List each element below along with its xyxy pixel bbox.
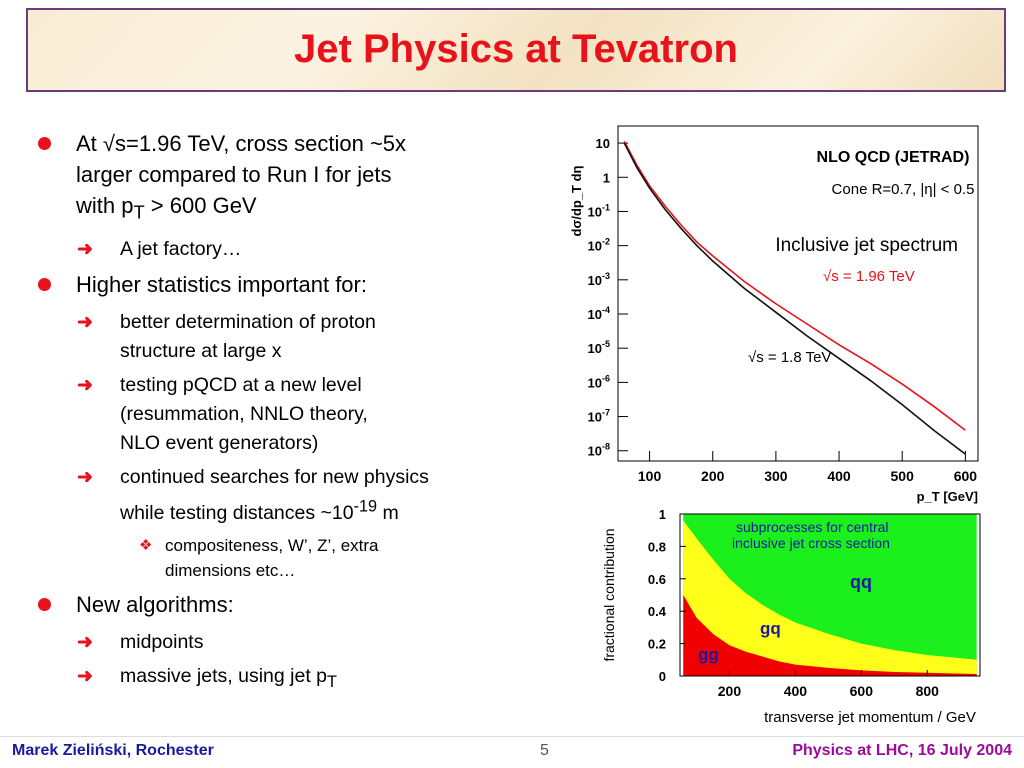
annotation-inclusive: Inclusive jet spectrum	[775, 235, 958, 256]
right-arrow-icon: ➜	[77, 375, 93, 397]
y-tick-label: 10-3	[588, 271, 610, 288]
plot-frame	[617, 125, 979, 462]
right-arrow-icon: ➜	[77, 631, 93, 653]
y-tick-label: 10-4	[588, 305, 610, 322]
bullet-text: massive jets, using jet pT	[120, 664, 337, 691]
bullet-text: At √s=1.96 TeV, cross section ~5x larger …	[76, 131, 407, 223]
y-tick-label: 0.2	[648, 637, 666, 652]
x-tick-label: 200	[718, 683, 742, 699]
y-tick-label: 1	[603, 170, 610, 185]
chart-title: NLO QCD (JETRAD)	[817, 149, 970, 166]
footer-event: Physics at LHC, 16 July 2004	[792, 742, 1012, 759]
y-tick-label: 10-7	[588, 408, 610, 425]
x-tick-label: 100	[638, 468, 662, 484]
red-dot-icon	[38, 278, 51, 292]
diamond-icon: ❖	[139, 536, 153, 554]
jet-spectrum-chart: 100 200 300 400 500 600 10 1 10-1 10-2 10-3 10-4 10-…	[569, 125, 979, 504]
x-axis-label: transverse jet momentum / GeV	[764, 709, 976, 726]
y-tick-label: 0.6	[648, 572, 666, 587]
area-gq	[683, 520, 977, 676]
bullet-item: ➜ massive jets, using jet pT	[77, 662, 548, 697]
bullet-item: ➜ continued searches for new physics while…	[77, 463, 548, 528]
x-tick-label: 600	[954, 468, 978, 484]
label-qq: qq	[850, 572, 872, 592]
x-tick-label: 500	[891, 468, 915, 484]
x-tick-label: 200	[701, 468, 725, 484]
bullet-item: ➜ A jet factory…	[77, 235, 548, 264]
series-label-196tev: √s = 1.96 TeV	[823, 268, 915, 285]
bullet-text: New algorithms:	[76, 591, 234, 617]
label-gq: gq	[760, 619, 781, 638]
y-tick-label: 0.4	[648, 604, 667, 619]
plot-frame	[679, 513, 981, 677]
footer-divider	[0, 736, 1024, 737]
series-line-18tev	[623, 142, 966, 455]
y-tick-label: 10-6	[588, 373, 610, 390]
y-tick-label: 10	[596, 136, 610, 151]
x-tick-label: 800	[916, 683, 940, 699]
footer-author: Marek Zieliński, Rochester	[12, 742, 214, 759]
chart-title-line2: inclusive jet cross section	[732, 535, 890, 551]
y-axis-label: dσ/dp_T dη	[569, 165, 584, 236]
red-dot-icon	[38, 597, 51, 611]
y-tick-label: 10-2	[588, 237, 610, 254]
red-dot-icon	[38, 137, 51, 150]
bullet-text: better determination of proton structure …	[120, 311, 376, 363]
chart-title: subprocesses for central	[736, 519, 889, 535]
area-gg	[683, 595, 977, 676]
slide-title: Jet Physics at Tevatron	[294, 27, 738, 71]
bullet-list: At √s=1.96 TeV, cross section ~5x larger …	[38, 128, 548, 702]
label-gg: gg	[698, 645, 719, 664]
right-arrow-icon: ➜	[77, 239, 93, 261]
x-tick-label: 300	[764, 468, 788, 484]
bullet-item: ➜ midpoints	[77, 628, 548, 657]
bullet-item: ➜ testing pQCD at a new level (resummation…	[77, 371, 548, 458]
bullet-text: midpoints	[120, 630, 204, 653]
y-tick-label: 10-8	[588, 442, 610, 459]
y-tick-label: 0.8	[648, 539, 666, 554]
y-tick-label: 0	[659, 669, 666, 684]
bullet-item: New algorithms:	[38, 589, 548, 620]
right-arrow-icon: ➜	[77, 312, 93, 334]
bullet-text: testing pQCD at a new level (resummation,…	[120, 374, 368, 455]
x-tick-label: 600	[850, 683, 874, 699]
series-line-196tev	[623, 141, 966, 431]
x-axis-label: p_T [GeV]	[917, 489, 978, 504]
right-arrow-icon: ➜	[77, 665, 93, 687]
bullet-item: ➜ better determination of proton structure…	[77, 308, 548, 366]
bullet-item: Higher statistics important for:	[38, 269, 548, 300]
y-axis-label: fractional contribution	[601, 528, 617, 661]
x-tick-label: 400	[784, 683, 808, 699]
bullet-text: A jet factory…	[120, 238, 242, 261]
subprocess-fraction-chart: 200 400 600 800 0 0.2 0.4 0.6 0.8 1 fractional con…	[601, 507, 981, 726]
chart-subtitle: Cone R=0.7, |η| < 0.5	[832, 181, 975, 198]
right-arrow-icon: ➜	[77, 467, 93, 489]
bullet-item: At √s=1.96 TeV, cross section ~5x larger …	[38, 128, 548, 227]
bullet-text: continued searches for new physics while …	[120, 466, 429, 524]
page-number: 5	[540, 742, 549, 759]
series-label-18tev: √s = 1.8 TeV	[748, 349, 831, 366]
bullet-item: ❖ compositeness, W’, Z’, extra dimensions …	[139, 533, 548, 583]
x-tick-label: 400	[827, 468, 851, 484]
bullet-text: Higher statistics important for:	[76, 272, 367, 298]
bullet-text: compositeness, W’, Z’, extra dimensions e…	[165, 535, 379, 580]
y-tick-label: 10-5	[588, 339, 610, 356]
y-tick-label: 1	[659, 507, 666, 522]
title-banner: Jet Physics at Tevatron	[26, 8, 1006, 92]
y-tick-label: 10-1	[588, 202, 610, 219]
